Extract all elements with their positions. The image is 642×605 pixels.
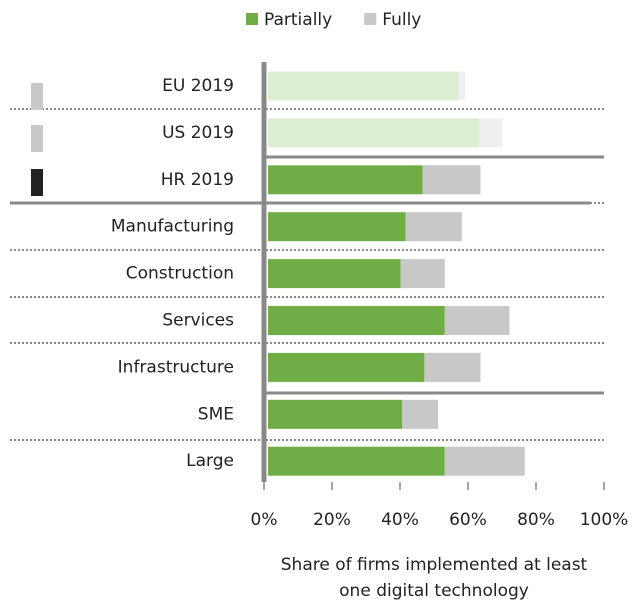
- bar-segment: [268, 165, 423, 195]
- bar-segment: [268, 259, 401, 289]
- bar-segment: [405, 212, 462, 242]
- y-tick-label: Manufacturing: [111, 217, 234, 237]
- bar-segment: [400, 259, 445, 289]
- x-tick-label: 100%: [580, 510, 629, 530]
- legend-swatch: [364, 13, 377, 25]
- x-axis-label: Share of firms implemented at least one …: [280, 555, 588, 601]
- x-tick-label: 60%: [449, 510, 487, 530]
- bar-segment: [268, 118, 479, 148]
- bar-segment: [458, 71, 466, 101]
- legend-swatch: [246, 13, 258, 25]
- bar-segment: [268, 212, 406, 242]
- y-tick-label: Infrastructure: [118, 357, 234, 377]
- solid-separators: [10, 155, 604, 395]
- row-marker: [31, 169, 43, 196]
- separators: [10, 108, 604, 441]
- bar-segment: [268, 352, 425, 382]
- bar-segment: [424, 352, 481, 382]
- x-tick-label: 80%: [517, 510, 555, 530]
- y-tick-label: US 2019: [162, 123, 234, 143]
- y-tick-label: HR 2019: [161, 170, 234, 190]
- bar-segment: [444, 306, 510, 335]
- bar-segment: [268, 399, 403, 429]
- y-tick-label: SME: [198, 404, 234, 424]
- y-tick-label: Services: [162, 311, 234, 331]
- row-marker: [31, 83, 43, 110]
- bar-segment: [422, 165, 481, 195]
- x-tick-label: 0%: [251, 510, 278, 530]
- bar-segment: [268, 446, 445, 476]
- bar-segment: [478, 118, 503, 148]
- x-tick-label: 40%: [381, 510, 419, 530]
- y-tick-label: Large: [186, 451, 234, 471]
- row-marker: [31, 125, 43, 152]
- bar-segment: [268, 306, 445, 335]
- bar-segment: [402, 399, 438, 429]
- y-tick-label: EU 2019: [162, 76, 234, 96]
- bar-segment: [268, 71, 459, 101]
- y-tick-label: Construction: [126, 264, 234, 284]
- legend-label: Fully: [382, 10, 421, 30]
- bar-segment: [444, 446, 525, 476]
- x-tick-label: 20%: [313, 510, 351, 530]
- legend-label: Partially: [264, 10, 332, 30]
